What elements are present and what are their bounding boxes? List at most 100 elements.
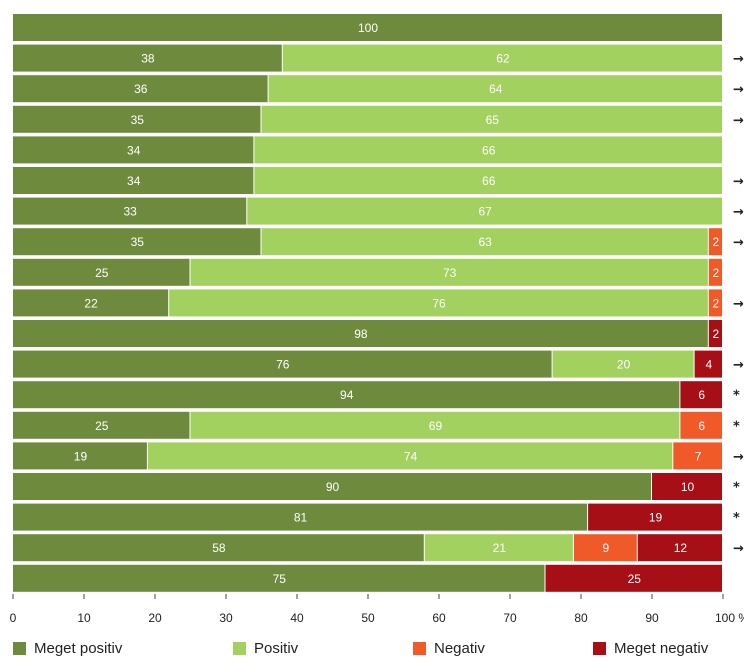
legend-item: Meget positiv [13,640,122,657]
x-tick-label: 40 [290,611,304,625]
bar-segment [13,320,708,347]
x-tick-label: 10 [77,611,91,625]
bar-segment [190,258,708,286]
trend-arrow-icon: → [733,450,744,465]
bar-segment [573,534,637,562]
bar-segment [652,473,722,500]
trend-arrow-icon: → [733,52,744,67]
data-label: 2 [713,327,720,341]
data-label: 35 [131,235,145,249]
data-label: 34 [127,174,141,188]
data-label: 2 [713,266,720,280]
data-label: 20 [617,358,631,372]
data-label: 67 [478,205,492,219]
bar-segment [588,503,722,531]
data-label: 38 [141,52,155,66]
bar-segment [254,136,722,164]
bar-segment [552,350,694,378]
x-tick-label: 20 [148,611,162,625]
data-label: 9 [603,541,610,555]
bar-segment [13,228,261,256]
data-label: 2 [713,296,720,310]
data-label: 22 [84,296,98,310]
trend-arrow-icon: → [733,113,744,128]
data-label: 74 [404,449,418,463]
bar-segment [261,228,708,256]
bar-segment [13,258,190,286]
data-label: 7 [695,449,702,463]
data-label: 6 [698,388,705,402]
data-label: 90 [326,480,340,494]
data-label: 25 [95,266,109,280]
x-tick-label: 30 [219,611,233,625]
data-label: 21 [493,541,507,555]
data-label: 66 [482,174,496,188]
legend-label: Meget negativ [614,640,709,657]
data-label: 75 [273,572,287,586]
legend: Meget positiv Positiv Negativ Meget negativ [0,636,744,660]
bar-segment [680,381,722,409]
bar-segment [268,75,722,103]
bar-segment [637,534,722,562]
bar-segment [545,564,722,592]
data-label: 19 [649,511,663,525]
legend-label: Meget positiv [34,640,123,657]
data-label: 2 [713,235,720,249]
bar-segment [424,534,573,562]
legend-item: Negativ [413,640,485,657]
data-label: 4 [705,358,712,372]
trend-arrow-icon: → [733,205,744,220]
bar-segment [708,258,722,286]
bar-segment [13,564,545,592]
data-label: 62 [496,52,510,66]
x-tick-label: 100 % [715,611,744,625]
data-label: 6 [698,419,705,433]
trend-arrow-icon: → [733,83,744,98]
data-label: 66 [482,143,496,157]
legend-swatch [593,642,606,655]
bar-segment [708,320,722,347]
data-label: 69 [429,419,443,433]
data-label: 64 [489,82,503,96]
bar-segment [169,289,708,317]
bar-segment [147,442,673,470]
x-tick-label: 50 [361,611,375,625]
bar-segment [13,136,254,164]
bar-segment [13,105,261,133]
data-label: 73 [443,266,457,280]
significance-marker: * [733,389,740,404]
bar-segment [13,75,268,103]
x-tick-label: 70 [503,611,517,625]
bar-segment [13,197,247,225]
bar-segment [13,411,190,439]
bar-segment [13,503,588,531]
bar-segment [13,442,147,470]
legend-label: Positiv [254,640,299,657]
legend-item: Meget negativ [593,640,708,657]
bar-segment [13,381,680,409]
bar-segment [13,167,254,194]
significance-marker: * [733,419,740,434]
x-tick-label: 0 [10,611,17,625]
bar-segment [282,44,722,72]
data-label: 76 [432,296,446,310]
legend-swatch [13,642,26,655]
data-label: 19 [74,449,88,463]
data-label: 76 [276,358,290,372]
bar-segment [13,473,651,500]
data-label: 36 [134,82,148,96]
data-label: 25 [628,572,642,586]
legend-swatch [233,642,246,655]
trend-arrow-icon: → [733,297,744,312]
trend-arrow-icon: → [733,236,744,251]
legend-swatch [413,642,426,655]
bar-segment [13,44,282,72]
data-label: 33 [123,205,137,219]
bar-segment [254,167,722,194]
data-label: 12 [674,541,688,555]
significance-marker: * [733,511,740,526]
trend-arrow-icon: → [733,175,744,190]
data-label: 34 [127,143,141,157]
